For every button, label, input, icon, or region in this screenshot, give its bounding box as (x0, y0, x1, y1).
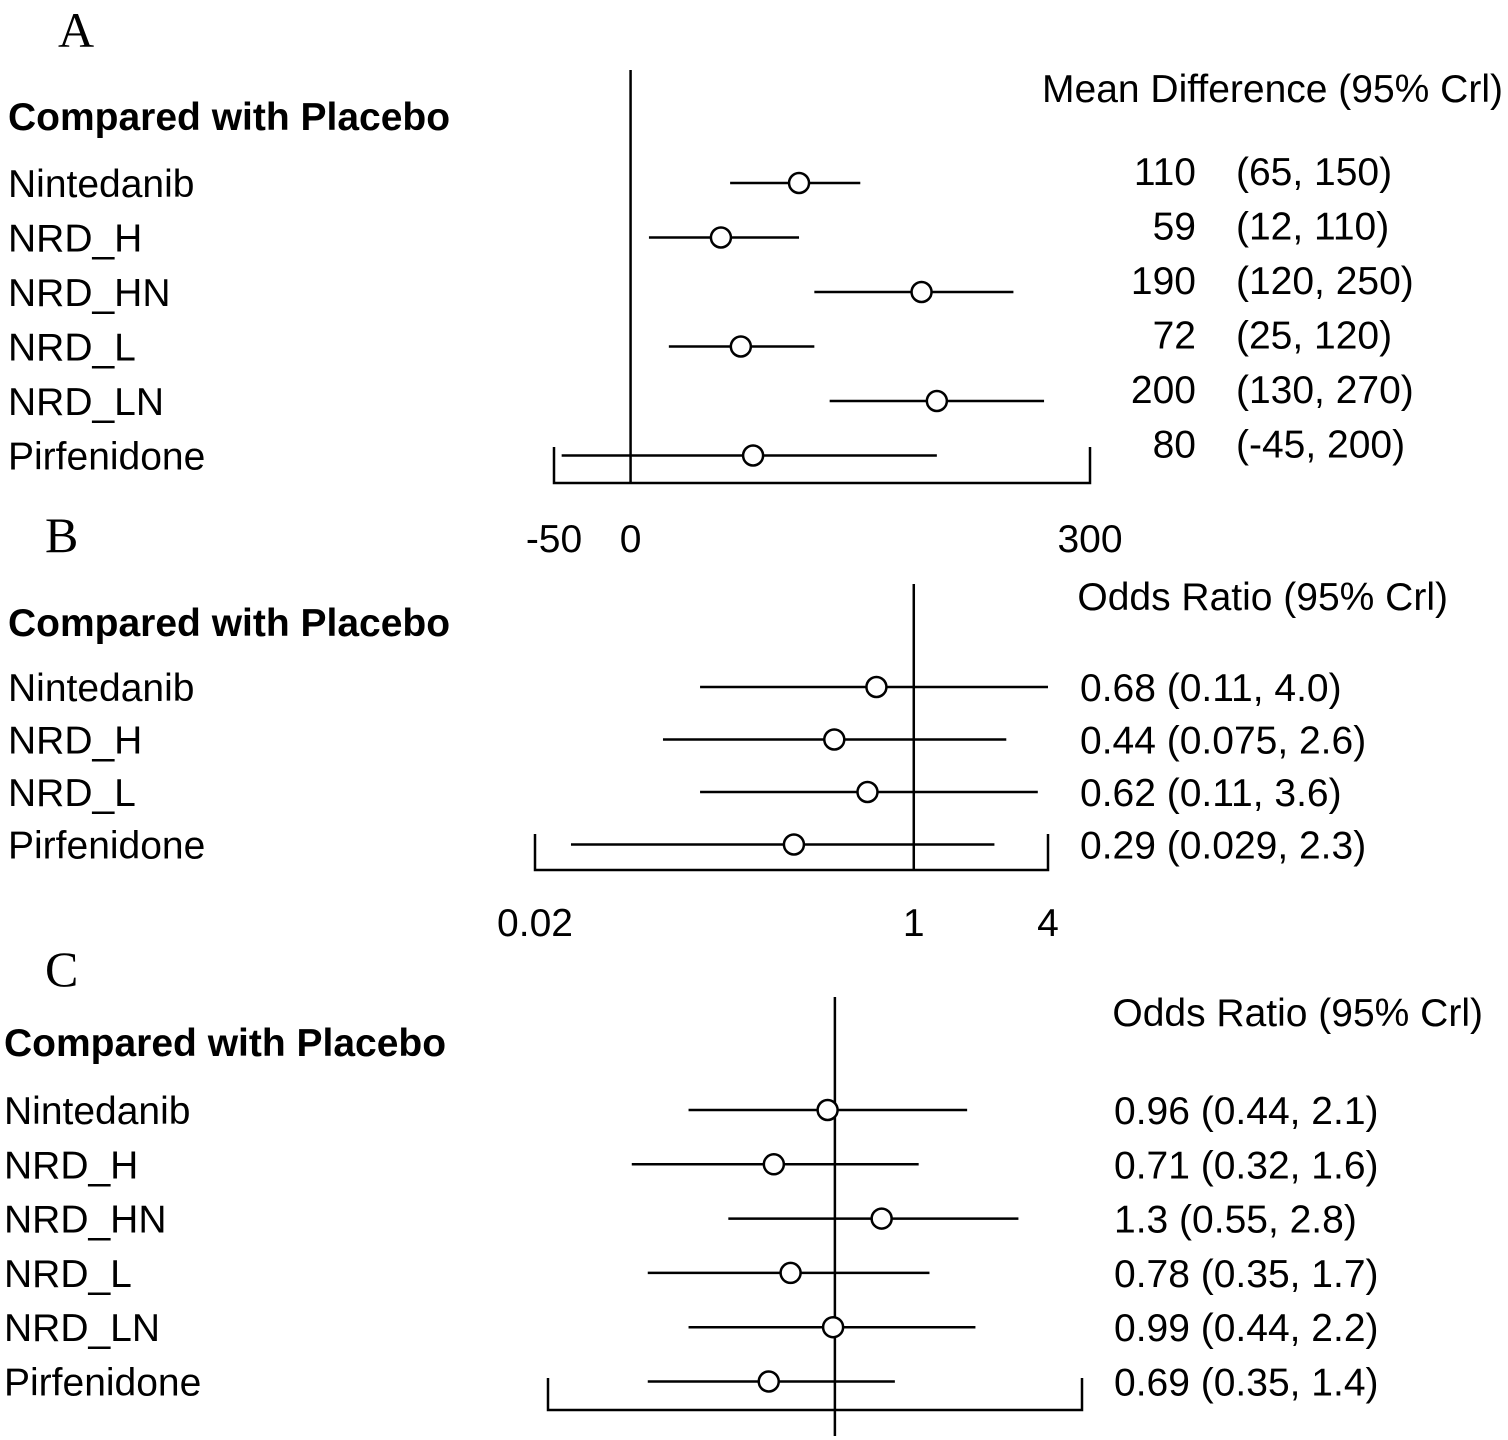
panel-a-estimate-value: 190 (1131, 260, 1196, 303)
panel-a-point-estimate (741, 444, 765, 467)
panel-a-point-estimate (787, 171, 811, 195)
panel-a-point-estimate (910, 280, 933, 304)
panel-b-point-estimate (856, 780, 879, 804)
panel-a-row-label: NRD_L (8, 327, 136, 370)
panel-a-heading: Compared with Placebo (8, 96, 450, 139)
panel-b-heading: Compared with Placebo (8, 602, 450, 645)
panel-b-effect-value: 0.68 (0.11, 4.0) (1080, 667, 1342, 710)
panel-b-tick-label: 4 (1037, 902, 1059, 945)
panel-b-tick-label: 1 (903, 902, 925, 945)
panel-a-estimate-value: 110 (1134, 151, 1196, 194)
panel-b-effect-value: 0.62 (0.11, 3.6) (1080, 772, 1342, 815)
panel-a-rows: -50 0 300 Nintedanib 110 (65, 150) NRD_H 59 (12,… (8, 70, 1414, 561)
panel-c-point-estimate (779, 1261, 802, 1285)
panel-letter-a: A (58, 2, 94, 58)
panel-c-row-label: Nintedanib (4, 1090, 190, 1133)
panel-a-estimate-value: 80 (1153, 424, 1196, 467)
panel-a-ci-value: (12, 110) (1236, 206, 1389, 249)
panel-c-heading: Compared with Placebo (4, 1022, 446, 1065)
panel-c-row-label: NRD_LN (4, 1307, 160, 1350)
panel-b-effect-value: 0.44 (0.075, 2.6) (1080, 720, 1366, 763)
panel-a-ci-value: (-45, 200) (1236, 424, 1405, 467)
panel-b-point-estimate (782, 833, 806, 856)
panel-a-point-estimate (925, 389, 949, 413)
panel-a-ci-value: (120, 250) (1236, 260, 1414, 303)
panel-c-x-axis (546, 1378, 1084, 1412)
panel-c-point-estimate (816, 1098, 839, 1122)
panel-c-point-estimate (762, 1153, 786, 1176)
panel-c-rows: Nintedanib 0.96 (0.44, 2.1) NRD_H 0.71 (0.3… (4, 997, 1379, 1436)
panel-c-effect-value: 0.78 (0.35, 1.7) (1114, 1253, 1379, 1296)
panel-a-estimate-value: 200 (1131, 369, 1196, 412)
panel-a-row-label: NRD_H (8, 218, 142, 261)
panel-c-effect-value: 0.69 (0.35, 1.4) (1114, 1362, 1379, 1405)
panel-b-row-label: NRD_H (8, 720, 142, 763)
panel-c-row-label: NRD_H (4, 1144, 138, 1187)
panel-c-effect-value: 0.71 (0.32, 1.6) (1114, 1144, 1379, 1187)
panel-c-effect-value: 1.3 (0.55, 2.8) (1114, 1199, 1357, 1242)
panel-a-ci-value: (65, 150) (1236, 151, 1392, 194)
panel-a-point-estimate (729, 335, 753, 358)
panel-a-estimate-value: 59 (1153, 206, 1196, 249)
panel-a-tick-label: -50 (526, 518, 582, 561)
panel-b-point-estimate (823, 728, 846, 751)
panel-a-ci-value: (130, 270) (1236, 369, 1414, 412)
panel-c-row-label: NRD_HN (4, 1199, 167, 1242)
panel-a-effect-title: Mean Difference (95% Crl) (1042, 68, 1503, 111)
panel-a-x-axis (552, 447, 1092, 485)
panel-b-tick-label: 0.02 (497, 902, 573, 945)
panel-a-row-label: NRD_HN (8, 272, 171, 315)
panel-c-row-label: NRD_L (4, 1253, 132, 1296)
panel-c-point-estimate (870, 1207, 893, 1230)
panel-a-row-label: NRD_LN (8, 381, 164, 424)
panel-a-row-label: Nintedanib (8, 163, 194, 206)
panel-c-point-estimate (821, 1315, 845, 1339)
panel-b-row-label: Pirfenidone (8, 825, 205, 868)
panel-a-tick-label: 0 (620, 518, 642, 561)
panel-letter-c: C (45, 941, 78, 997)
panel-a-estimate-value: 72 (1153, 315, 1196, 358)
panel-b-row-label: NRD_L (8, 772, 136, 815)
panel-letter-b: B (45, 507, 78, 563)
panel-a-row-label: Pirfenidone (8, 436, 205, 479)
panel-c-effect-value: 0.99 (0.44, 2.2) (1114, 1307, 1379, 1350)
panel-c-effect-value: 0.96 (0.44, 2.1) (1114, 1090, 1379, 1133)
panel-c-point-estimate (757, 1370, 780, 1393)
panel-a-tick-label: 300 (1057, 518, 1122, 561)
panel-c: C Compared with Placebo Odds Ratio (95% … (4, 941, 1483, 1436)
panel-b: B Compared with Placebo Odds Ratio (95% … (8, 507, 1448, 945)
panel-c-effect-title: Odds Ratio (95% Crl) (1112, 992, 1483, 1035)
panel-b-point-estimate (865, 675, 888, 699)
panel-a: A Compared with Placebo Mean Difference … (8, 2, 1503, 561)
panel-b-row-label: Nintedanib (8, 667, 194, 710)
panel-c-row-label: Pirfenidone (4, 1362, 201, 1405)
panel-b-effect-title: Odds Ratio (95% Crl) (1077, 576, 1448, 619)
panel-b-effect-value: 0.29 (0.029, 2.3) (1080, 825, 1366, 868)
panel-b-rows: 0.02 1 4 Nintedanib 0.68 (0.11, 4.0) NRD_H 0.4… (8, 584, 1366, 945)
panel-a-point-estimate (709, 226, 733, 249)
panel-b-x-axis (533, 834, 1050, 872)
panel-a-ci-value: (25, 120) (1236, 315, 1392, 358)
